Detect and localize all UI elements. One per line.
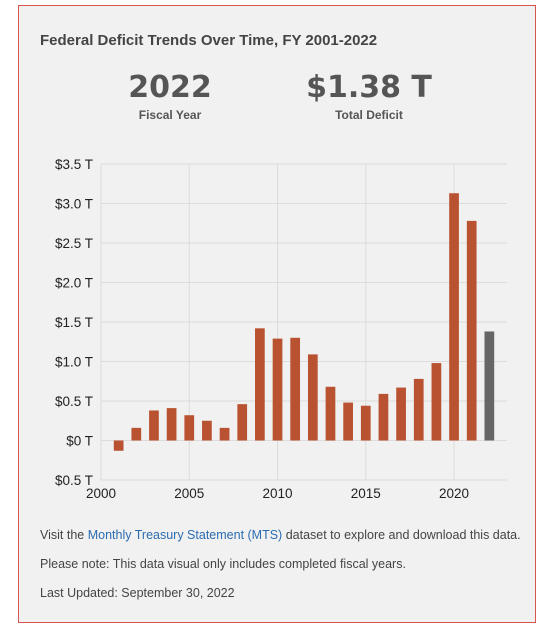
y-tick-label: $2.5 T [55,236,93,251]
deficit-bar[interactable] [237,404,248,441]
deficit-bar[interactable] [413,378,424,441]
deficit-bar[interactable] [396,387,406,441]
y-tick-label: $2.0 T [55,276,93,291]
x-tick-label: 2000 [86,486,116,501]
x-tick-label: 2020 [439,486,469,501]
deficit-bar[interactable] [290,337,301,441]
mts-note-prefix: Visit the [40,528,88,542]
x-tick-label: 2010 [262,486,292,501]
chart-title: Federal Deficit Trends Over Time, FY 200… [40,32,378,49]
y-tick-label: $3.5 T [55,157,93,172]
y-tick-label: $0.5 T [55,473,93,488]
deficit-bar[interactable] [431,363,442,441]
last-updated: Last Updated: September 30, 2022 [40,586,235,600]
fiscal-year-value: 2022 [128,70,212,105]
deficit-bar[interactable] [166,408,177,441]
y-tick-label: $1.5 T [55,315,93,330]
deficit-bar[interactable] [449,193,459,441]
x-tick-label: 2015 [351,486,381,501]
deficit-bar[interactable] [113,440,124,451]
deficit-bar[interactable] [466,220,477,441]
chart-card: Federal Deficit Trends Over Time, FY 200… [18,5,536,623]
deficit-bar[interactable] [219,427,230,441]
y-tick-label: $1.0 T [55,355,93,370]
deficit-bar[interactable] [272,338,283,441]
mts-link[interactable]: Monthly Treasury Statement (MTS) [87,528,283,542]
total-deficit-stat: $1.38 T Total Deficit [299,70,439,122]
deficit-bar[interactable] [202,420,212,441]
y-tick-label: $3.0 T [55,197,93,212]
x-tick-label: 2005 [174,486,204,501]
deficit-bar[interactable] [343,402,353,441]
total-deficit-label: Total Deficit [335,108,403,122]
fiscal-year-stat: 2022 Fiscal Year [119,70,221,122]
deficit-bar[interactable] [131,427,142,441]
deficit-bar[interactable] [378,393,389,441]
mts-note: Visit the Monthly Treasury Statement (MT… [40,528,521,542]
total-deficit-value: $1.38 T [306,70,432,105]
mts-note-suffix: dataset to explore and download this dat… [282,528,521,542]
y-tick-label: $0 T [66,434,93,449]
y-tick-label: $0.5 T [55,394,93,409]
deficit-bar[interactable] [325,386,336,441]
deficit-bar[interactable] [360,405,371,441]
deficit-bar[interactable] [307,354,318,441]
deficit-bar[interactable] [184,415,195,441]
fiscal-year-label: Fiscal Year [138,108,202,122]
deficit-bar[interactable] [484,331,495,441]
deficit-bar[interactable] [255,328,265,441]
deficit-bar[interactable] [149,410,159,441]
fiscal-years-note: Please note: This data visual only inclu… [40,557,406,571]
deficit-bar-chart[interactable]: $0.5 T $0 T $0.5 T $1.0 T $1.5 T $2.0 T $2.5 T… [19,151,535,511]
